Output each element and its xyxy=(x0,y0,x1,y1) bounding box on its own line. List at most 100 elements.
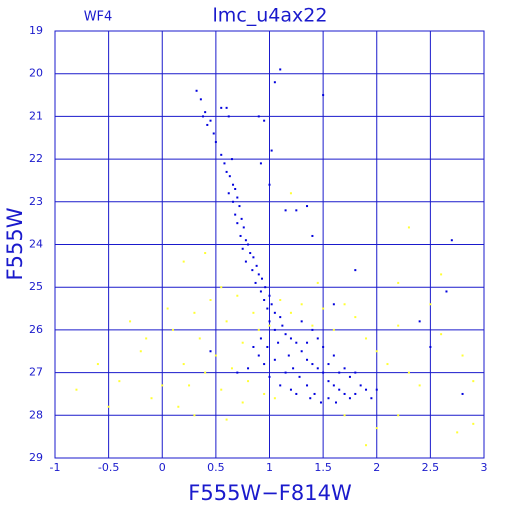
point xyxy=(440,333,443,336)
point xyxy=(263,119,266,122)
point xyxy=(309,397,312,400)
point xyxy=(407,371,410,374)
point xyxy=(252,345,255,348)
y-tick-label: 24 xyxy=(29,238,43,251)
point xyxy=(332,303,335,306)
point xyxy=(193,311,196,314)
point xyxy=(247,367,250,370)
x-tick-label: 0.5 xyxy=(207,461,225,474)
x-tick-label: 1.5 xyxy=(314,461,332,474)
point xyxy=(230,367,233,370)
point xyxy=(338,388,341,391)
point xyxy=(247,243,250,246)
point xyxy=(348,375,351,378)
point xyxy=(316,367,319,370)
point xyxy=(386,363,389,366)
point xyxy=(240,217,243,220)
point xyxy=(268,375,271,378)
point xyxy=(236,371,239,374)
point xyxy=(202,115,205,118)
point xyxy=(461,392,464,395)
point xyxy=(397,324,400,327)
point xyxy=(247,380,250,383)
point xyxy=(313,392,316,395)
point xyxy=(220,388,223,391)
point xyxy=(287,354,290,357)
point xyxy=(259,162,262,165)
point xyxy=(195,89,198,92)
point xyxy=(429,345,432,348)
point xyxy=(220,286,223,289)
point xyxy=(209,119,212,122)
point xyxy=(268,324,271,327)
point xyxy=(332,354,335,357)
point xyxy=(440,273,443,276)
point xyxy=(332,384,335,387)
point xyxy=(407,226,410,229)
point xyxy=(348,397,351,400)
point xyxy=(284,209,287,212)
x-tick-label: 0 xyxy=(159,461,166,474)
x-tick-label: 2.5 xyxy=(422,461,440,474)
point xyxy=(365,444,368,447)
point xyxy=(263,392,266,395)
point xyxy=(397,414,400,417)
y-tick-label: 21 xyxy=(29,109,43,122)
point xyxy=(295,392,298,395)
point xyxy=(311,324,314,327)
point xyxy=(199,98,202,101)
point xyxy=(236,222,239,225)
point xyxy=(284,333,287,336)
point xyxy=(327,380,330,383)
point xyxy=(255,264,258,267)
x-tick-label: -0.5 xyxy=(98,461,119,474)
point xyxy=(461,354,464,357)
y-tick-label: 27 xyxy=(29,366,43,379)
y-tick-label: 19 xyxy=(29,24,43,37)
point xyxy=(241,247,244,250)
point xyxy=(332,328,335,331)
point xyxy=(166,307,169,310)
point xyxy=(418,384,421,387)
point xyxy=(281,324,284,327)
point xyxy=(254,281,257,284)
point xyxy=(198,337,201,340)
point xyxy=(145,337,148,340)
point xyxy=(306,384,309,387)
point xyxy=(456,431,459,434)
point xyxy=(359,384,362,387)
point xyxy=(273,81,276,84)
x-tick-label: 3 xyxy=(481,461,488,474)
point xyxy=(322,307,325,310)
point xyxy=(289,388,292,391)
x-tick-label: 2 xyxy=(373,461,380,474)
y-tick-label: 25 xyxy=(29,280,43,293)
point xyxy=(300,350,303,353)
point xyxy=(295,209,298,212)
point xyxy=(273,358,276,361)
point xyxy=(252,311,255,314)
point xyxy=(327,363,330,366)
point xyxy=(300,303,303,306)
point xyxy=(316,281,319,284)
point xyxy=(266,345,269,348)
point xyxy=(289,311,292,314)
point xyxy=(266,307,269,310)
y-tick-label: 20 xyxy=(29,67,43,80)
point xyxy=(238,205,241,208)
point xyxy=(338,371,341,374)
x-tick-label: -1 xyxy=(50,461,61,474)
point xyxy=(319,401,322,404)
chart-title: lmc_u4ax22 xyxy=(213,5,328,27)
point xyxy=(209,350,212,353)
point xyxy=(289,192,292,195)
y-tick-label: 26 xyxy=(29,323,43,336)
point xyxy=(75,388,78,391)
point xyxy=(257,273,260,276)
point xyxy=(397,281,400,284)
point xyxy=(268,183,271,186)
point xyxy=(244,239,247,242)
point xyxy=(268,320,271,323)
point xyxy=(306,358,309,361)
point xyxy=(472,380,475,383)
